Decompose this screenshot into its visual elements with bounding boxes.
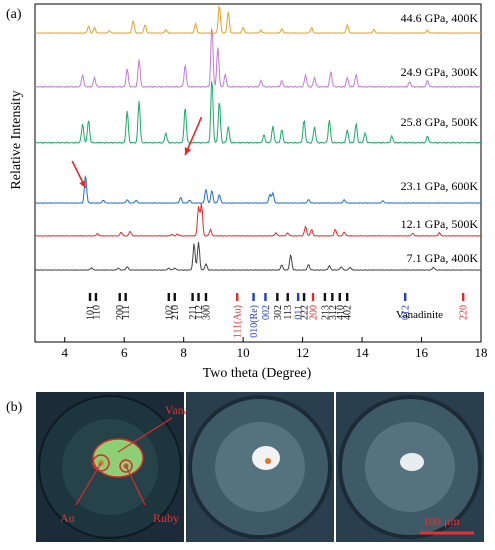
reflection-label: 302 — [273, 305, 284, 320]
scale-bar-label: 100 μm — [423, 514, 460, 528]
ruby-label: Ruby — [153, 511, 179, 525]
x-tick-label: 16 — [415, 345, 429, 360]
au-label: Au — [60, 511, 75, 525]
reflection-tick — [118, 293, 121, 301]
reflection-label: 101 — [86, 305, 97, 320]
series-label: 23.1 GPa, 600K — [401, 179, 479, 193]
diffraction-curves — [34, 4, 482, 271]
vanadinite-label: Vanadinite — [396, 309, 443, 321]
panel-b-label: (b) — [6, 400, 23, 415]
reflection-label: 213 — [320, 305, 331, 320]
reflection-label: 111(Au) — [233, 305, 244, 338]
x-tick-label: 12 — [296, 345, 309, 360]
x-tick-label: 6 — [121, 345, 128, 360]
reflection-tick — [461, 293, 465, 301]
photo-1 — [36, 392, 184, 542]
reflection-label: 300 — [201, 305, 212, 320]
y-axis-label: Relative Intensity — [9, 90, 24, 189]
reflection-tick — [124, 293, 127, 301]
reflection-tick — [191, 293, 194, 301]
reflection-label: 200 — [115, 305, 126, 320]
reflection-label: 410 — [335, 305, 346, 320]
reflection-label: 111 — [121, 305, 132, 319]
reflection-label: 211 — [188, 305, 199, 320]
series-line — [34, 203, 481, 237]
x-tick-label: 4 — [61, 345, 68, 360]
reflection-label: 012 — [401, 305, 412, 320]
series-line — [34, 174, 482, 204]
reflection-label: 200 — [309, 305, 320, 320]
x-tick-label: 18 — [475, 345, 488, 360]
reflection-label: 010(Re) — [249, 305, 260, 338]
reflection-tick — [167, 293, 170, 301]
series-label: 12.1 GPa, 500K — [401, 217, 479, 231]
reflection-tick — [346, 293, 349, 301]
arrow-head — [184, 147, 192, 155]
x-axis-ticks: 4 6 8 10 12 14 16 18 — [61, 337, 488, 360]
panel-a-label: (a) — [6, 7, 22, 22]
x-tick-label: 8 — [180, 345, 187, 360]
x-axis-label: Two theta (Degree) — [203, 366, 312, 381]
reflection-tick — [276, 293, 279, 301]
x-tick-label: 10 — [237, 345, 250, 360]
series-line — [34, 81, 482, 144]
reflection-label: 112 — [194, 305, 205, 320]
reflection-tick — [204, 293, 208, 301]
reflection-tick — [331, 293, 334, 301]
series-line — [34, 241, 482, 271]
series-label: 25.8 GPa, 500K — [401, 115, 479, 129]
series-label: 7.1 GPa, 400K — [407, 251, 479, 265]
reflection-label: 210 — [170, 305, 181, 320]
reflection-tick — [403, 293, 407, 301]
reflection-label: 002 — [261, 305, 272, 320]
photo-3 — [336, 392, 484, 542]
plot-frame — [34, 3, 482, 343]
peak-arrows — [71, 116, 203, 189]
reflection-tick — [235, 293, 239, 301]
reflection-label: 220 — [459, 305, 470, 320]
reflection-label: 102 — [164, 305, 175, 320]
reflection-tick — [311, 293, 315, 301]
reflection-label: 402 — [343, 305, 354, 320]
reflection-tick — [286, 293, 289, 301]
reflection-tick — [173, 293, 176, 301]
series-label: 44.6 GPa, 400K — [401, 11, 479, 25]
reflection-tick — [323, 293, 327, 301]
arrow-head — [79, 180, 86, 188]
reflection-label: 110 — [91, 305, 102, 320]
reflection-tick — [197, 293, 200, 301]
reflection-label: 312 — [328, 305, 339, 320]
series-label: 24.9 GPa, 300K — [401, 65, 479, 79]
reflection-label: 113 — [283, 305, 294, 320]
x-tick-label: 14 — [356, 345, 370, 360]
reflection-tick — [302, 293, 306, 301]
reflection-tick — [94, 293, 98, 301]
series-line — [34, 28, 482, 89]
series-line — [34, 4, 482, 34]
photo-2 — [186, 392, 334, 542]
reflection-tick — [296, 293, 300, 301]
reflection-tick — [338, 293, 341, 301]
reflection-tick — [88, 293, 92, 301]
reflection-tick — [264, 293, 267, 301]
series-labels: 7.1 GPa, 400K 12.1 GPa, 500K 23.1 GPa, 600… — [401, 11, 479, 265]
reflection-tick — [252, 293, 255, 301]
reflection-label: 011 — [294, 305, 305, 320]
reflection-label: 222 — [300, 305, 311, 320]
